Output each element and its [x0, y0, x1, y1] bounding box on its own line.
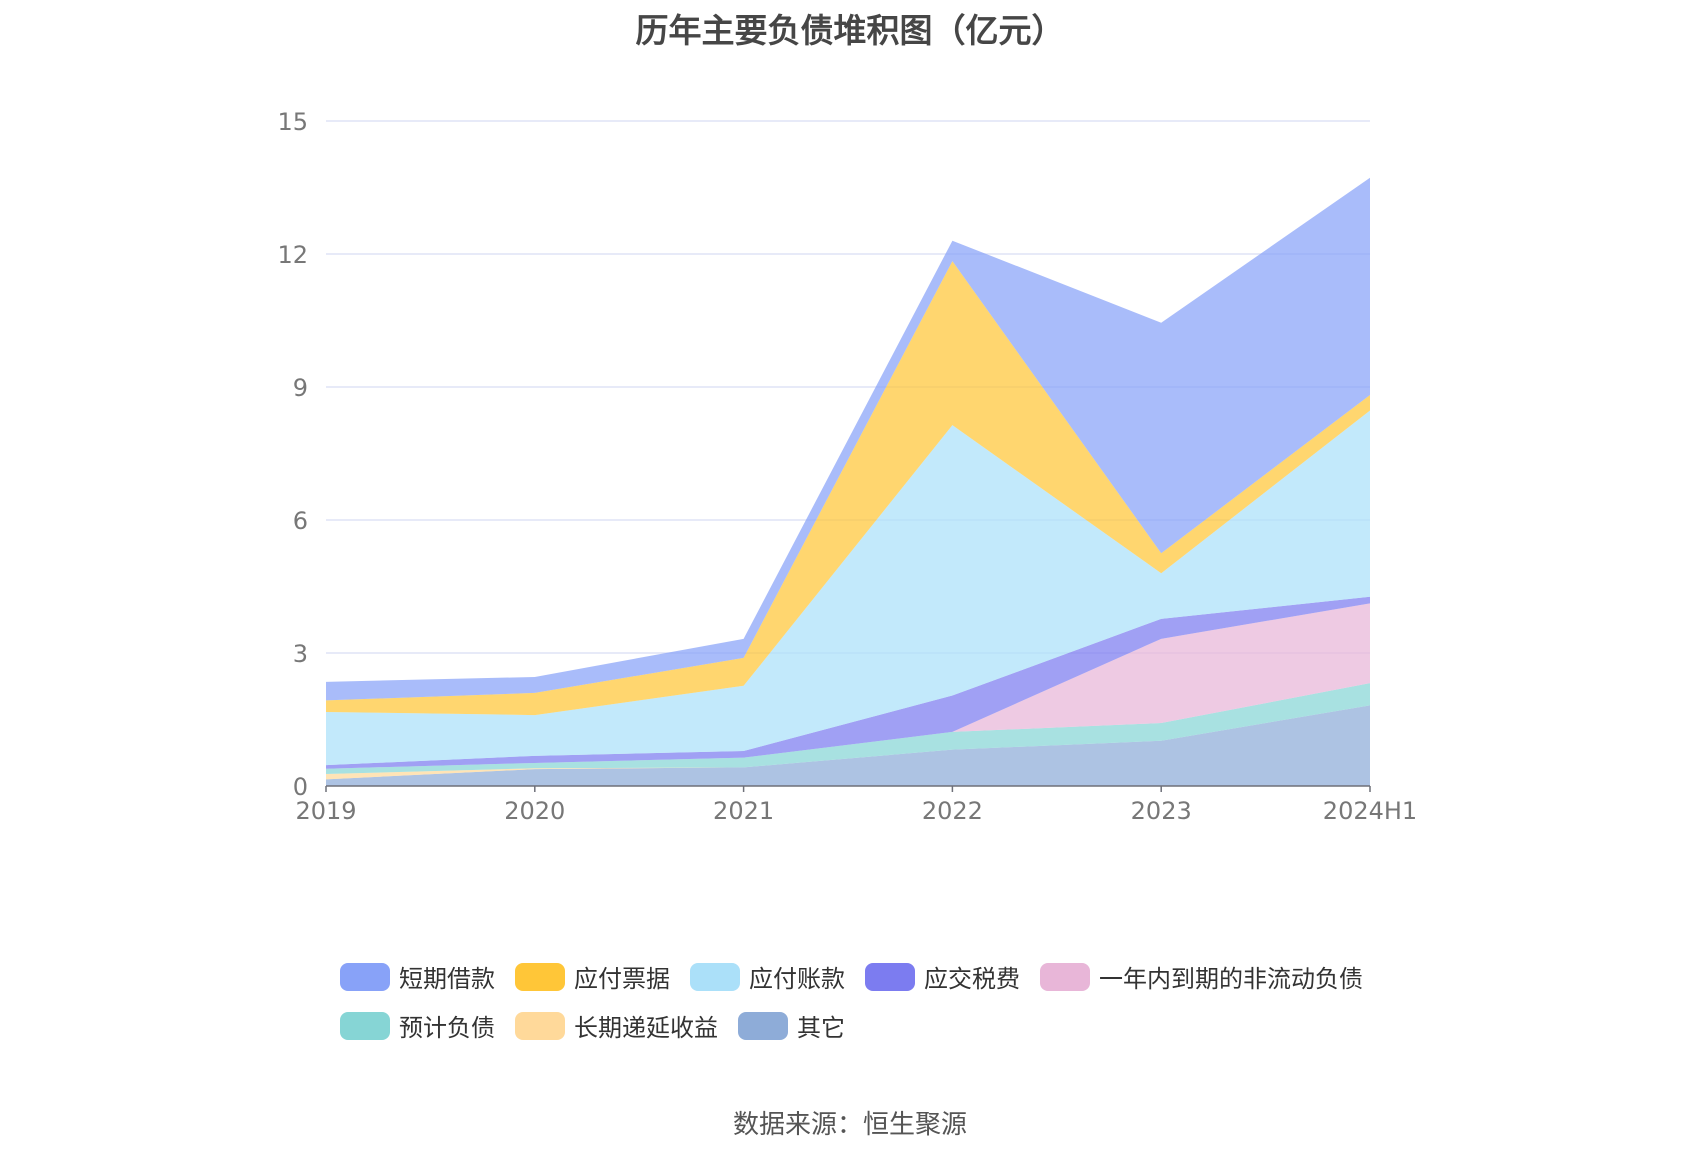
- legend-swatch: [690, 962, 740, 991]
- area-series-5: [326, 410, 1370, 766]
- x-tick-label: 2019: [295, 797, 356, 825]
- data-source-note: 数据来源：恒生聚源: [732, 1110, 967, 1140]
- legend-item[interactable]: 预计负债: [340, 1008, 495, 1043]
- area-series-1: [326, 705, 1370, 780]
- legend-label: 预计负债: [399, 1014, 495, 1042]
- legend-label: 一年内到期的非流动负债: [1099, 965, 1363, 993]
- legend-label: 应付账款: [749, 965, 845, 993]
- legend-item[interactable]: 长期递延收益: [515, 1008, 718, 1043]
- area-series-6: [326, 261, 1370, 716]
- legend-label: 其它: [797, 1014, 845, 1042]
- y-tick-label: 0: [293, 773, 308, 801]
- x-tick-label: 2021: [713, 797, 774, 825]
- legend-item[interactable]: 一年内到期的非流动负债: [1040, 959, 1363, 994]
- legend-label: 应付票据: [574, 965, 670, 993]
- legend-label: 短期借款: [399, 965, 495, 993]
- legend-item[interactable]: 其它: [738, 1008, 845, 1043]
- y-tick-label: 15: [277, 108, 308, 136]
- y-tick-label: 9: [293, 374, 308, 402]
- area-series-4: [326, 596, 1370, 769]
- legend-swatch: [865, 962, 915, 991]
- x-tick-label: 2020: [504, 797, 565, 825]
- y-tick-label: 3: [293, 640, 308, 668]
- y-tick-label: 6: [293, 507, 308, 535]
- legend-swatch: [340, 962, 390, 991]
- x-tick-label: 2024H1: [1323, 797, 1417, 825]
- x-tick-label: 2023: [1131, 797, 1192, 825]
- chart-title: 历年主要负债堆积图（亿元）: [635, 11, 1065, 50]
- area-series: [326, 177, 1370, 786]
- area-series-3: [326, 603, 1370, 769]
- area-series-0: [326, 705, 1370, 786]
- y-tick-label: 12: [277, 241, 308, 269]
- legend-item[interactable]: 应付账款: [690, 959, 845, 994]
- legend-row: 预计负债 长期递延收益 其它: [340, 1001, 1440, 1050]
- legend-swatch: [1040, 962, 1090, 991]
- legend-row: 短期借款 应付票据 应付账款 应交税费 一年内到期的非流动负债: [340, 952, 1440, 1001]
- legend-label: 长期递延收益: [574, 1014, 718, 1042]
- axes: 0 3 6 9 12 15 2019 2020 2021 2022 2023 2024H1: [277, 108, 1417, 825]
- area-series-2: [326, 683, 1370, 775]
- legend-swatch: [738, 1011, 788, 1040]
- legend-swatch: [515, 962, 565, 991]
- x-tick-label: 2022: [922, 797, 983, 825]
- legend-swatch: [340, 1011, 390, 1040]
- legend: 短期借款 应付票据 应付账款 应交税费 一年内到期的非流动负债预计负债 长期递延收益 其它: [340, 952, 1440, 1050]
- legend-item[interactable]: 应交税费: [865, 959, 1020, 994]
- legend-label: 应交税费: [924, 965, 1020, 993]
- legend-item[interactable]: 应付票据: [515, 959, 670, 994]
- legend-swatch: [515, 1011, 565, 1040]
- legend-item[interactable]: 短期借款: [340, 959, 495, 994]
- area-series-7: [326, 177, 1370, 701]
